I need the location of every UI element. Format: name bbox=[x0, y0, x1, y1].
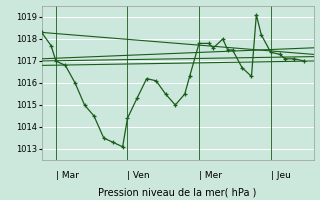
Text: | Ven: | Ven bbox=[127, 171, 150, 180]
Text: Pression niveau de la mer( hPa ): Pression niveau de la mer( hPa ) bbox=[99, 188, 257, 198]
Text: | Jeu: | Jeu bbox=[271, 171, 291, 180]
Text: | Mer: | Mer bbox=[199, 171, 222, 180]
Text: | Mar: | Mar bbox=[56, 171, 79, 180]
